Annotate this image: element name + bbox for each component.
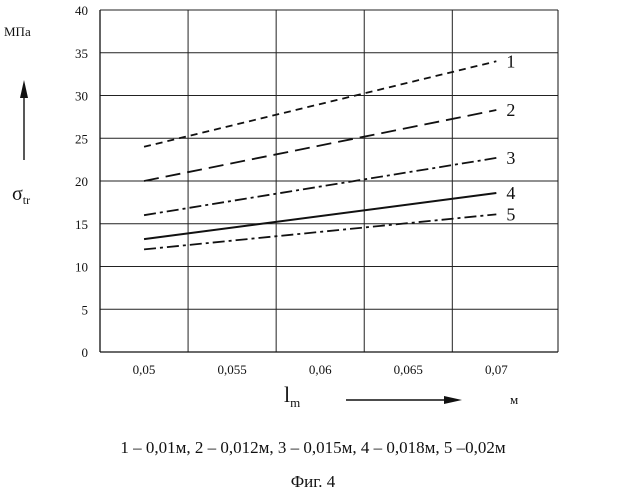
y-axis-symbol: σtr [12,183,30,207]
series-label-1: 1 [506,51,515,71]
y-axis-arrow-head [20,80,28,98]
series-line-1 [144,61,496,147]
y-axis-unit: МПа [4,24,31,39]
y-tick-label: 30 [75,89,88,104]
y-tick-label: 0 [82,345,89,360]
x-tick-label: 0,055 [217,362,246,377]
y-tick-label: 20 [75,174,88,189]
series-line-3 [144,158,496,215]
x-axis-symbol: lm [284,382,300,410]
y-tick-label: 35 [75,46,88,61]
series-label-2: 2 [506,100,515,120]
y-tick-label: 15 [75,217,88,232]
series-line-2 [144,110,496,181]
legend-caption: 1 – 0,01м, 2 – 0,012м, 3 – 0,015м, 4 – 0… [0,438,626,458]
figure-label: Фиг. 4 [0,472,626,492]
series-label-5: 5 [506,204,515,224]
y-tick-label: 25 [75,131,88,146]
y-tick-label: 10 [75,260,88,275]
y-tick-label: 40 [75,3,88,18]
y-tick-label: 5 [82,302,89,317]
x-tick-label: 0,05 [133,362,156,377]
x-axis-arrow-head [444,396,462,404]
series-label-4: 4 [506,183,515,203]
series-line-4 [144,193,496,239]
series-label-3: 3 [506,148,515,168]
x-tick-label: 0,07 [485,362,508,377]
x-tick-label: 0,06 [309,362,332,377]
x-axis-unit: м [510,392,518,407]
x-tick-label: 0,065 [394,362,423,377]
